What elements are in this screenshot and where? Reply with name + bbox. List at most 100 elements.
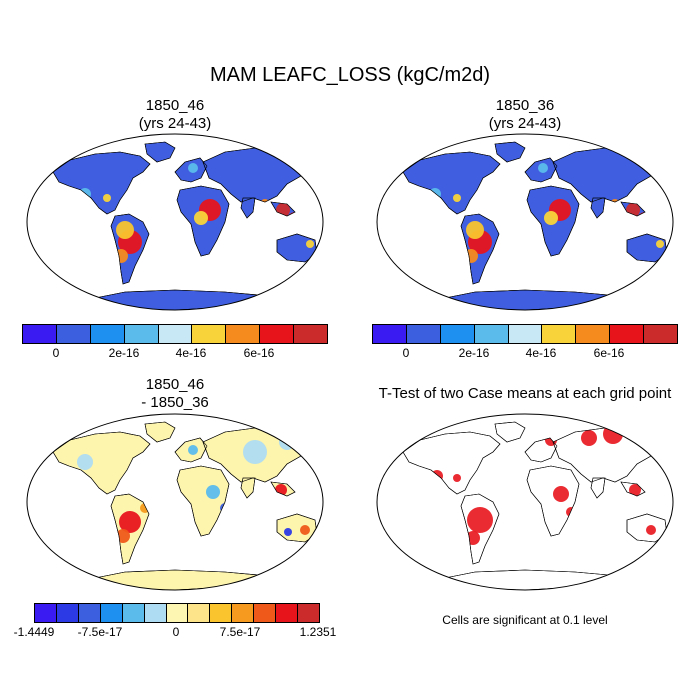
colorbar-panel1 (22, 324, 328, 344)
cbar1-tick-label: 0 (52, 346, 60, 360)
map-panel-1850-36 (376, 133, 674, 311)
cbar3-tick-label: -1.4449 (13, 625, 55, 639)
coastline (176, 185, 230, 257)
panel4-title: T-Test of two Case means at each grid po… (350, 385, 700, 403)
difference-patch (77, 454, 93, 470)
coastline (144, 421, 176, 443)
cbar2-tick-label: 4e-16 (525, 346, 557, 360)
colorbar-swatch (210, 604, 233, 622)
coastline (460, 493, 500, 565)
coastline (620, 481, 646, 497)
significant-cells (553, 486, 569, 502)
value-patch (466, 221, 484, 239)
colorbar-swatch (90, 325, 125, 343)
cbar2-tick-label: 2e-16 (458, 346, 490, 360)
panel1-title-line1: 1850_46 (145, 97, 205, 114)
panel1-title-line2: (yrs 24-43) (138, 115, 212, 132)
coastline (524, 157, 558, 183)
coastline (524, 437, 558, 463)
cbar1-tick-label: 4e-16 (175, 346, 207, 360)
colorbar-swatch (226, 325, 261, 343)
coastline (494, 141, 526, 163)
coastline (174, 437, 208, 463)
map-border (376, 133, 674, 311)
cbar1-tick-label: 6e-16 (243, 346, 275, 360)
panel2-title-line2: (yrs 24-43) (488, 115, 562, 132)
panel2-title-line1: 1850_36 (495, 97, 555, 114)
coastline (110, 493, 150, 565)
significant-cells (629, 484, 641, 496)
colorbar-swatch (188, 604, 211, 622)
map-border (26, 413, 324, 591)
coastline (110, 213, 150, 285)
significant-cells (453, 474, 461, 482)
map-panel-1850-46 (26, 133, 324, 311)
significant-cells (646, 525, 656, 535)
coastline (144, 141, 176, 163)
ttest-significance-note: Cells are significant at 0.1 level (442, 613, 608, 627)
significant-cells (467, 507, 493, 533)
coastline (270, 201, 296, 217)
panel3-title-line1: 1850_46 (145, 376, 205, 393)
value-patch (103, 194, 111, 202)
colorbar-swatch (406, 325, 441, 343)
colorbar-swatch (144, 604, 167, 622)
colorbar-swatch (124, 325, 159, 343)
difference-patch (119, 511, 141, 533)
coastline (402, 431, 501, 495)
coastline (494, 421, 526, 443)
cbar3-tick-label: 1.2351 (299, 625, 337, 639)
colorbar-swatch (260, 325, 295, 343)
colorbar-swatch (373, 325, 407, 343)
colorbar-swatch (576, 325, 611, 343)
difference-patch (206, 485, 220, 499)
panel4-title-line1: T-Test of two Case means at each grid po… (378, 385, 672, 402)
coastline (402, 151, 501, 215)
colorbar-swatch (254, 604, 277, 622)
coastline (590, 477, 606, 499)
map-border (376, 413, 674, 591)
colorbar-swatch (474, 325, 509, 343)
cbar2-tick-label: 0 (402, 346, 410, 360)
coastline (590, 197, 606, 219)
value-patch (453, 194, 461, 202)
map-panel-difference (26, 413, 324, 591)
colorbar-swatch (122, 604, 145, 622)
coastline (270, 481, 296, 497)
coastline (460, 213, 500, 285)
panel1-title: 1850_46 (yrs 24-43) (25, 97, 325, 133)
value-patch (544, 211, 558, 225)
difference-patch (300, 525, 310, 535)
colorbar-swatch (158, 325, 193, 343)
coastline (52, 431, 151, 495)
colorbar-panel2 (372, 324, 678, 344)
cbar3-tick-label: 0 (172, 625, 180, 639)
colorbar-swatch (644, 325, 678, 343)
coastline (240, 197, 256, 219)
value-patch (194, 211, 208, 225)
cbar2-tick-label: 6e-16 (593, 346, 625, 360)
map-border (26, 133, 324, 311)
colorbar-difference (34, 603, 320, 623)
colorbar-swatch (294, 325, 328, 343)
colorbar-swatch (542, 325, 577, 343)
colorbar-swatch (56, 325, 91, 343)
coastline (176, 465, 230, 537)
coastline (526, 185, 580, 257)
colorbar-swatch (100, 604, 123, 622)
cbar3-tick-label: -7.5e-17 (77, 625, 123, 639)
colorbar-swatch (35, 604, 57, 622)
difference-patch (279, 434, 295, 450)
cbar3-tick-label: 7.5e-17 (219, 625, 261, 639)
panel2-title: 1850_36 (yrs 24-43) (375, 97, 675, 133)
colorbar-swatch (508, 325, 543, 343)
coastline (174, 157, 208, 183)
value-patch (116, 221, 134, 239)
difference-patch (243, 440, 267, 464)
colorbar-swatch (232, 604, 255, 622)
colorbar-swatch (276, 604, 299, 622)
value-patch (306, 240, 314, 248)
coastline (620, 201, 646, 217)
value-patch (188, 163, 198, 173)
coastline (52, 151, 151, 215)
